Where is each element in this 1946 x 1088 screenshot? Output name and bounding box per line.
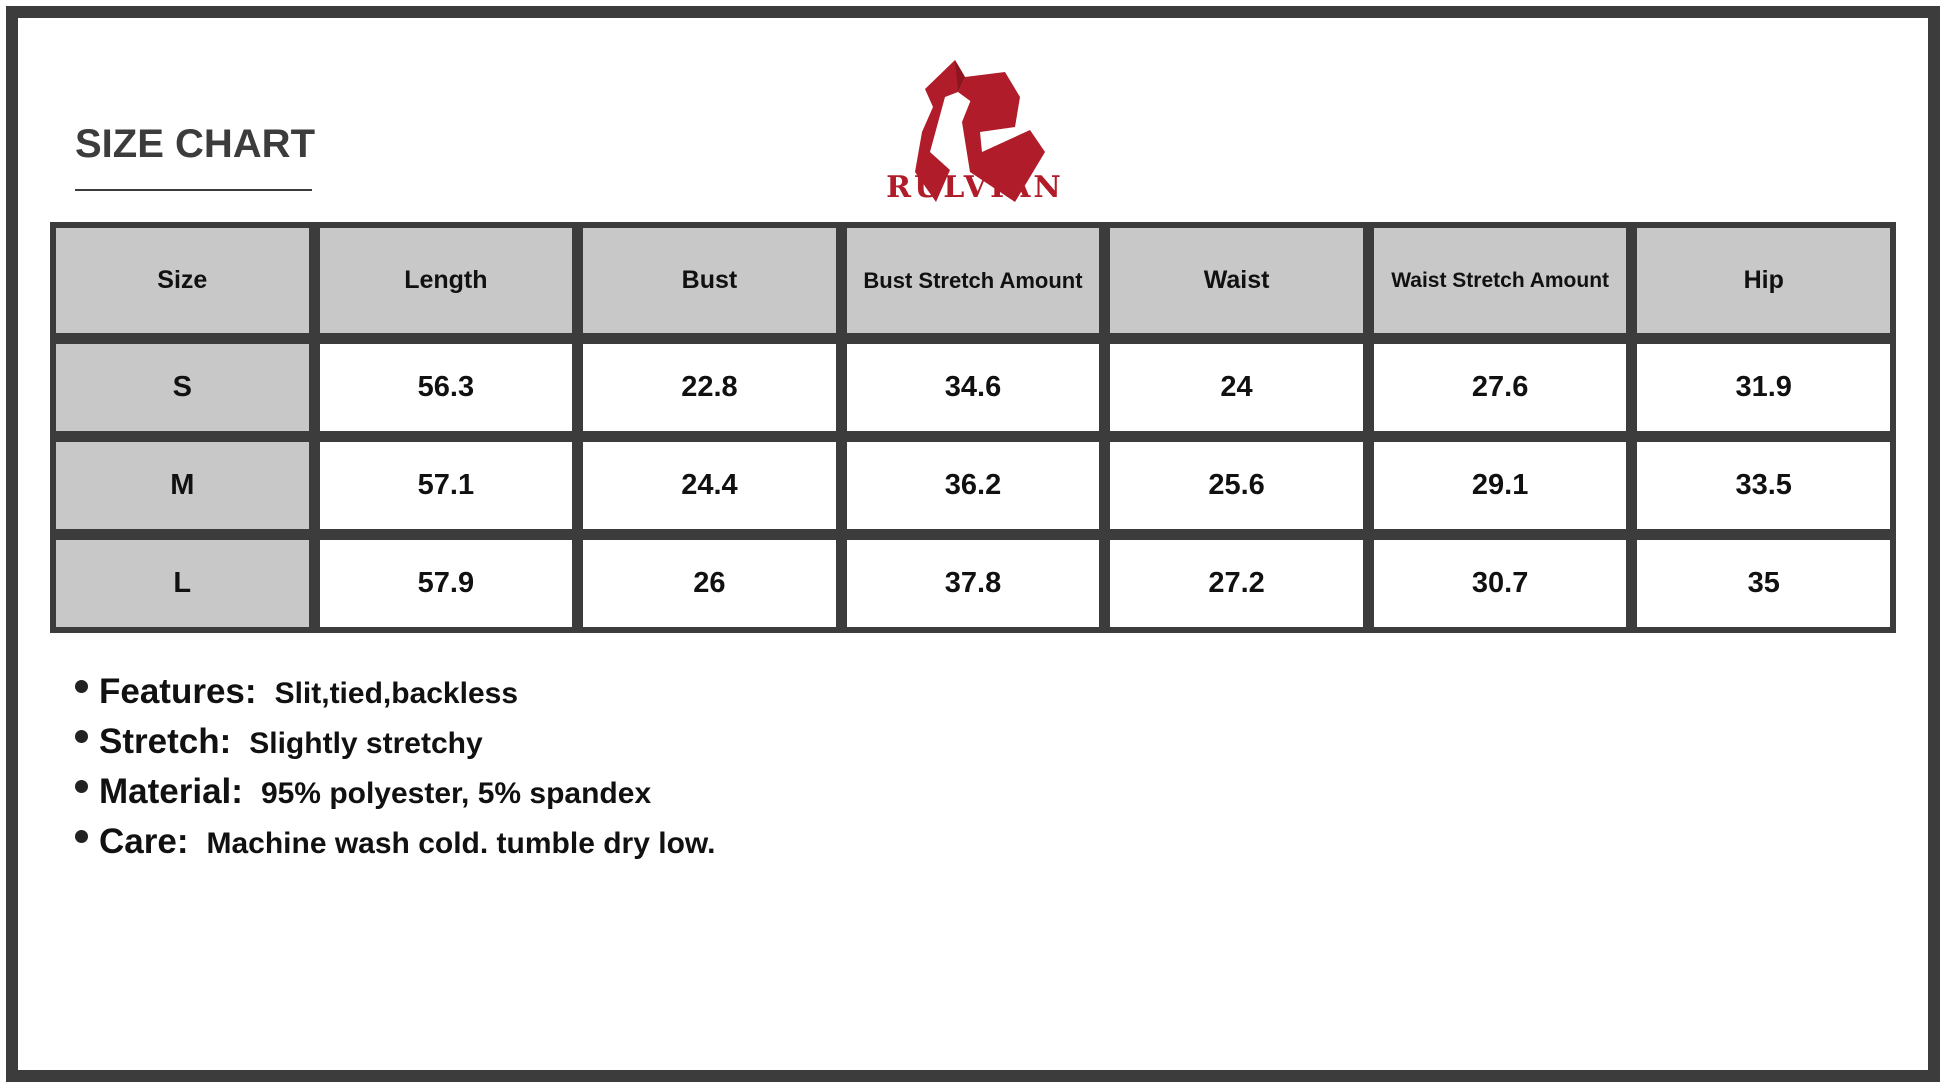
table-cell: 35: [1637, 540, 1890, 627]
page-title: SIZE CHART: [75, 122, 315, 166]
header-bust-stretch: Bust Stretch Amount: [846, 228, 1100, 333]
header-length: Length: [319, 228, 573, 333]
table-cell: 27.2: [1110, 540, 1363, 627]
brand-logo-icon: [915, 60, 1045, 202]
row-size: M: [56, 442, 309, 529]
note-label: Features:: [99, 672, 257, 711]
table-cell: 37.8: [846, 540, 1100, 627]
note-label: Care:: [99, 822, 189, 861]
table-cell: 36.2: [846, 442, 1100, 529]
bullet-icon: [75, 680, 88, 693]
note-value: Slightly stretchy: [249, 727, 483, 760]
row-size: L: [56, 540, 309, 627]
note-value: Slit,tied,backless: [274, 677, 519, 710]
note-care: Care: Machine wash cold. tumble dry low.: [75, 822, 715, 872]
bullet-icon: [75, 780, 88, 793]
table-cell: 26: [583, 540, 836, 627]
table-cell: 24.4: [583, 442, 836, 529]
note-value: Machine wash cold. tumble dry low.: [206, 827, 716, 860]
table-cell: 30.7: [1373, 540, 1627, 627]
note-label: Material:: [99, 772, 243, 811]
header-size: Size: [56, 228, 309, 333]
table-cell: 25.6: [1110, 442, 1363, 529]
table-cell: 34.6: [846, 344, 1100, 431]
note-stretch: Stretch: Slightly stretchy: [75, 722, 715, 772]
table-cell: 56.3: [319, 344, 573, 431]
header-hip: Hip: [1637, 228, 1890, 333]
note-material: Material: 95% polyester, 5% spandex: [75, 772, 715, 822]
table-cell: 57.9: [319, 540, 573, 627]
bullet-icon: [75, 830, 88, 843]
product-notes: Features: Slit,tied,backless Stretch: Sl…: [75, 672, 715, 872]
table-cell: 27.6: [1373, 344, 1627, 431]
header-bust: Bust: [583, 228, 836, 333]
brand-name: RULVIAN: [886, 170, 1064, 205]
note-features: Features: Slit,tied,backless: [75, 672, 715, 722]
table-cell: 57.1: [319, 442, 573, 529]
note-label: Stretch:: [99, 722, 232, 761]
bullet-icon: [75, 730, 88, 743]
title-underline: [75, 189, 312, 191]
note-value: 95% polyester, 5% spandex: [260, 777, 652, 810]
header-waist: Waist: [1110, 228, 1363, 333]
table-cell: 22.8: [583, 344, 836, 431]
table-cell: 29.1: [1373, 442, 1627, 529]
row-size: S: [56, 344, 309, 431]
size-table: Size Length Bust Bust Stretch Amount Wai…: [50, 222, 1896, 633]
page-frame: [6, 6, 1940, 1082]
header-waist-stretch: Waist Stretch Amount: [1373, 228, 1627, 333]
table-cell: 33.5: [1637, 442, 1890, 529]
table-cell: 24: [1110, 344, 1363, 431]
table-cell: 31.9: [1637, 344, 1890, 431]
